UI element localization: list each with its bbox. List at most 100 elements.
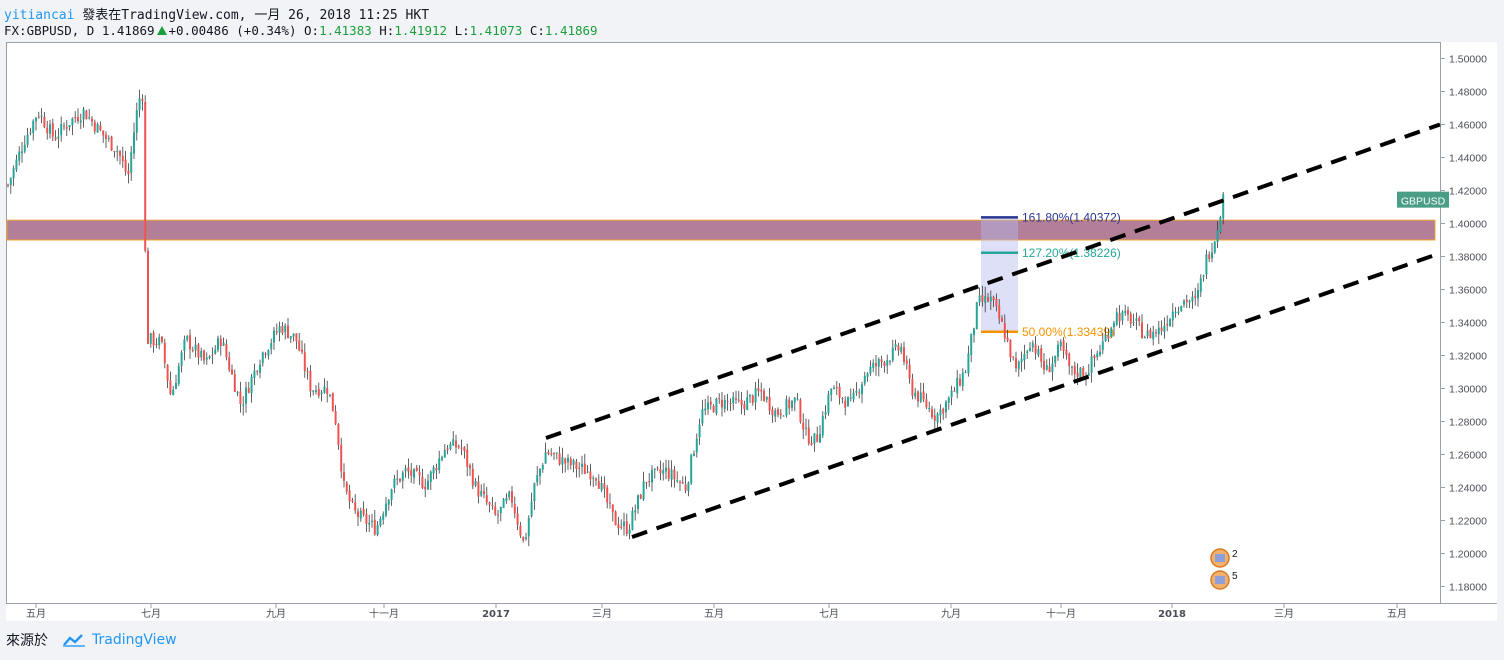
candle-body <box>130 152 133 173</box>
y-tick-label: 1.44000 <box>1449 153 1487 165</box>
candle-body <box>502 499 505 508</box>
candle <box>701 399 704 426</box>
candle-body <box>869 366 872 374</box>
candle-body <box>161 336 163 342</box>
candle <box>427 474 429 491</box>
candle <box>1037 345 1040 358</box>
candle <box>642 471 645 502</box>
candle <box>637 494 639 514</box>
candle-body <box>413 469 415 478</box>
candle-body <box>743 404 746 409</box>
candle <box>751 394 754 406</box>
candle <box>765 396 768 403</box>
candle <box>1199 274 1202 297</box>
candle <box>508 490 511 501</box>
candle <box>989 290 992 311</box>
candle-body <box>147 250 149 344</box>
candle-body <box>65 126 68 129</box>
candle <box>908 358 911 384</box>
candle-body <box>1076 372 1079 378</box>
candle-body <box>1146 330 1149 337</box>
tradingview-logo-icon <box>63 634 85 647</box>
candle-body <box>348 490 351 502</box>
candle-body <box>715 398 718 414</box>
candle <box>992 295 995 308</box>
candle-body <box>1152 331 1155 340</box>
candle-body <box>522 536 525 541</box>
candle <box>931 405 933 420</box>
candle-body <box>726 400 729 402</box>
candle <box>639 493 642 500</box>
candle-body <box>1138 317 1141 322</box>
candle-body <box>886 360 889 366</box>
candle-body <box>340 444 343 472</box>
candle-body <box>947 397 950 403</box>
candle <box>74 111 77 123</box>
candle-body <box>740 399 743 406</box>
candle <box>1205 249 1208 280</box>
candle <box>326 380 329 403</box>
candle-body <box>1071 366 1073 368</box>
candle-body <box>995 298 998 307</box>
candle-body <box>617 524 620 528</box>
candle <box>113 150 116 158</box>
candle <box>917 390 919 408</box>
candle <box>897 342 900 356</box>
candle <box>620 519 623 530</box>
candle <box>219 335 222 356</box>
candle-body <box>446 448 449 451</box>
candle <box>281 322 284 336</box>
candle-body <box>603 483 606 489</box>
candle <box>740 392 743 415</box>
candle-body <box>1057 344 1059 357</box>
candle <box>1152 325 1155 346</box>
candle-body <box>751 395 754 403</box>
candle-body <box>897 345 900 351</box>
candle-body <box>191 349 194 351</box>
candle-body <box>457 446 460 448</box>
candle-body <box>1040 348 1043 362</box>
candle-body <box>289 335 292 339</box>
chart-area[interactable]: 1.18000 1.20000 1.22000 1.24000 1.26000 1.280… <box>6 42 1497 621</box>
candle <box>704 398 707 415</box>
candle <box>1121 310 1124 325</box>
low-value: 1.41073 <box>469 23 523 38</box>
tradingview-link[interactable]: TradingView <box>62 632 177 648</box>
y-tick-label: 1.40000 <box>1449 219 1487 231</box>
open-label: O: <box>304 23 320 38</box>
candle-body <box>463 447 466 452</box>
candle-body <box>225 344 228 358</box>
author-link[interactable]: yitiancai <box>4 8 75 23</box>
candle <box>121 146 124 168</box>
candle-body <box>57 136 60 139</box>
candle <box>511 485 513 508</box>
candle <box>155 338 158 349</box>
candle-body <box>816 434 819 442</box>
candle-body <box>855 390 858 393</box>
price-chart[interactable]: 1.18000 1.20000 1.22000 1.24000 1.26000 1.280… <box>6 42 1497 621</box>
candle <box>211 347 214 365</box>
candle <box>1087 363 1090 376</box>
candle-body <box>992 296 995 301</box>
candle <box>656 466 659 471</box>
candle <box>707 395 709 415</box>
candle <box>852 388 855 403</box>
candle-body <box>267 350 270 356</box>
candle <box>824 405 827 420</box>
candle-body <box>278 326 281 333</box>
candle-body <box>984 295 987 303</box>
candle-body <box>334 411 337 424</box>
candle-body <box>1129 313 1132 324</box>
candle <box>245 381 247 413</box>
candle-body <box>29 132 32 134</box>
candle-body <box>1096 353 1099 358</box>
candle <box>421 468 424 490</box>
y-tick-label: 1.50000 <box>1449 54 1487 66</box>
candle <box>911 373 914 400</box>
candle-body <box>774 410 777 417</box>
candle-body <box>435 467 438 471</box>
candle <box>939 404 942 424</box>
candle <box>102 130 105 143</box>
candle <box>1071 365 1073 376</box>
candle-body <box>821 416 824 436</box>
